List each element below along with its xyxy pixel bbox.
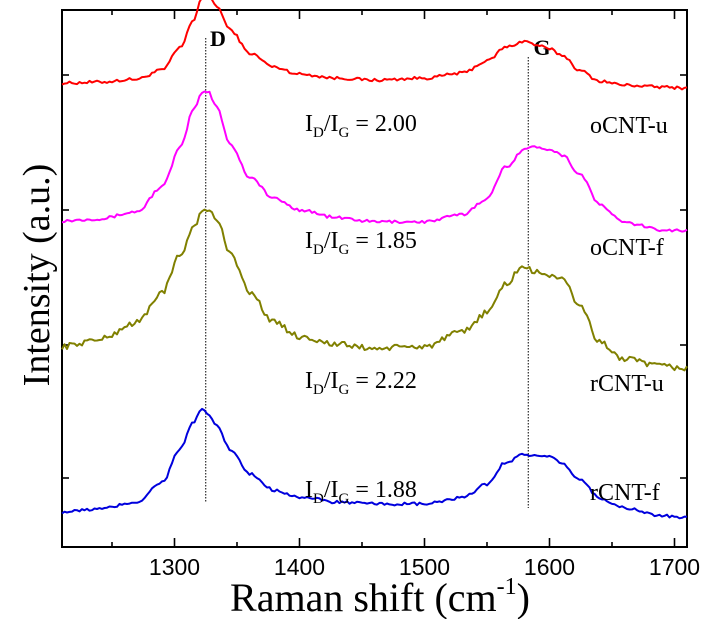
x-tick-label: 1500 <box>399 554 450 580</box>
ratio-label-ocnt-u: ID/IG = 2.00 <box>305 111 417 141</box>
sample-label-ocnt-u: oCNT-u <box>590 113 668 139</box>
sample-label-rcnt-f: rCNT-f <box>590 480 660 506</box>
ratio-label-rcnt-u: ID/IG = 2.22 <box>305 368 417 398</box>
x-axis-title: Raman shift (cm-1) <box>230 574 530 619</box>
sample-label-ocnt-f: oCNT-f <box>590 235 664 261</box>
series-line-ocnt-f <box>61 90 688 233</box>
series-group <box>61 0 688 520</box>
annotations: ID/IG = 2.00 oCNT-u ID/IG = 1.85 oCNT-f ID/I… <box>305 111 668 507</box>
plot-border <box>61 9 688 548</box>
peak-marker-label-g: G <box>533 35 550 60</box>
x-tick-labels: 1300 1400 1500 1600 1700 <box>149 554 700 580</box>
ratio-label-rcnt-f: ID/IG = 1.88 <box>305 477 417 507</box>
x-tick-label: 1300 <box>149 554 200 580</box>
sample-label-rcnt-u: rCNT-u <box>590 371 664 397</box>
axis-ticks <box>62 10 687 547</box>
series-line-ocnt-u <box>61 0 688 91</box>
y-axis-title: Intensity (a.u.) <box>16 164 58 387</box>
x-tick-label: 1400 <box>274 554 325 580</box>
series-line-rcnt-u <box>61 208 688 372</box>
x-tick-label: 1600 <box>524 554 575 580</box>
x-tick-label: 1700 <box>649 554 700 580</box>
ratio-label-ocnt-f: ID/IG = 1.85 <box>305 228 417 258</box>
peak-marker-label-d: D <box>210 26 226 51</box>
plot-frame <box>61 9 688 548</box>
series-line-rcnt-f <box>61 407 688 520</box>
